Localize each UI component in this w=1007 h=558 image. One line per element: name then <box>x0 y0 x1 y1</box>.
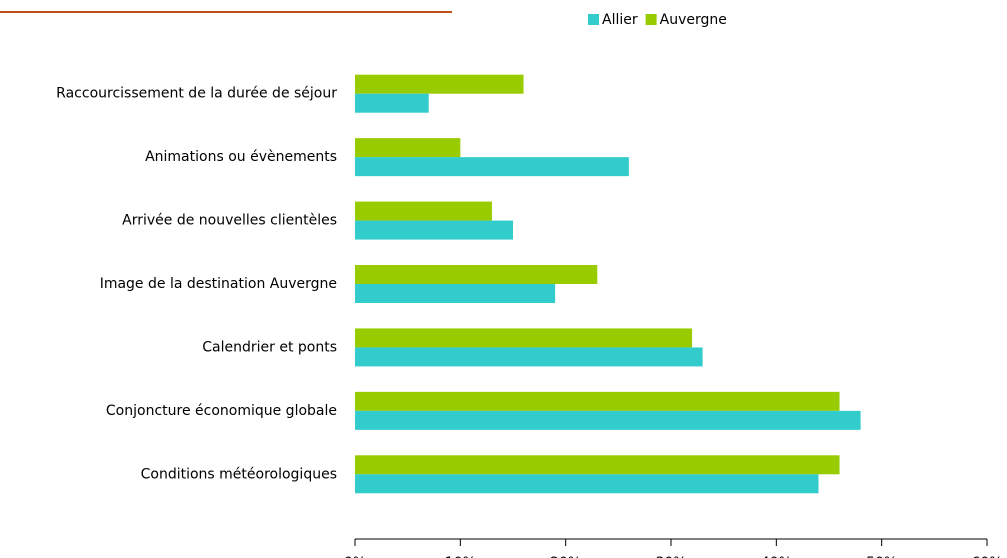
legend-swatch <box>588 14 599 25</box>
bar <box>355 93 429 113</box>
bar <box>355 328 693 348</box>
y-tick-label: Animations ou évènements <box>145 149 337 165</box>
x-tick-label: 0% <box>344 555 366 558</box>
legend-swatch <box>645 14 657 25</box>
bar <box>355 265 598 284</box>
y-tick-label: Conjoncture économique globale <box>106 403 337 419</box>
bar <box>355 474 819 494</box>
y-tick-label: Arrivée de nouvelles clientèles <box>122 213 337 229</box>
y-tick-label: Raccourcissement de la durée de séjour <box>56 86 337 102</box>
x-tick-label: 40% <box>761 555 792 558</box>
bar <box>355 157 629 177</box>
bar <box>355 201 492 221</box>
x-tick-label: 60% <box>971 555 1002 558</box>
bar <box>355 347 703 367</box>
x-tick-label: 30% <box>655 555 686 558</box>
bar <box>355 138 461 158</box>
legend-label: Allier <box>602 12 638 28</box>
bar <box>355 284 556 303</box>
x-tick-label: 50% <box>866 555 897 558</box>
legend-label: Auvergne <box>660 12 727 28</box>
bar <box>355 455 840 475</box>
bar <box>355 74 524 94</box>
x-tick-label: 20% <box>550 555 581 558</box>
x-tick-label: 10% <box>445 555 476 558</box>
bar <box>355 391 840 411</box>
y-tick-label: Conditions météorologiques <box>141 466 337 482</box>
y-tick-label: Image de la destination Auvergne <box>100 276 337 292</box>
bar <box>355 220 513 240</box>
y-tick-label: Calendrier et ponts <box>202 339 337 355</box>
bar <box>355 410 861 430</box>
